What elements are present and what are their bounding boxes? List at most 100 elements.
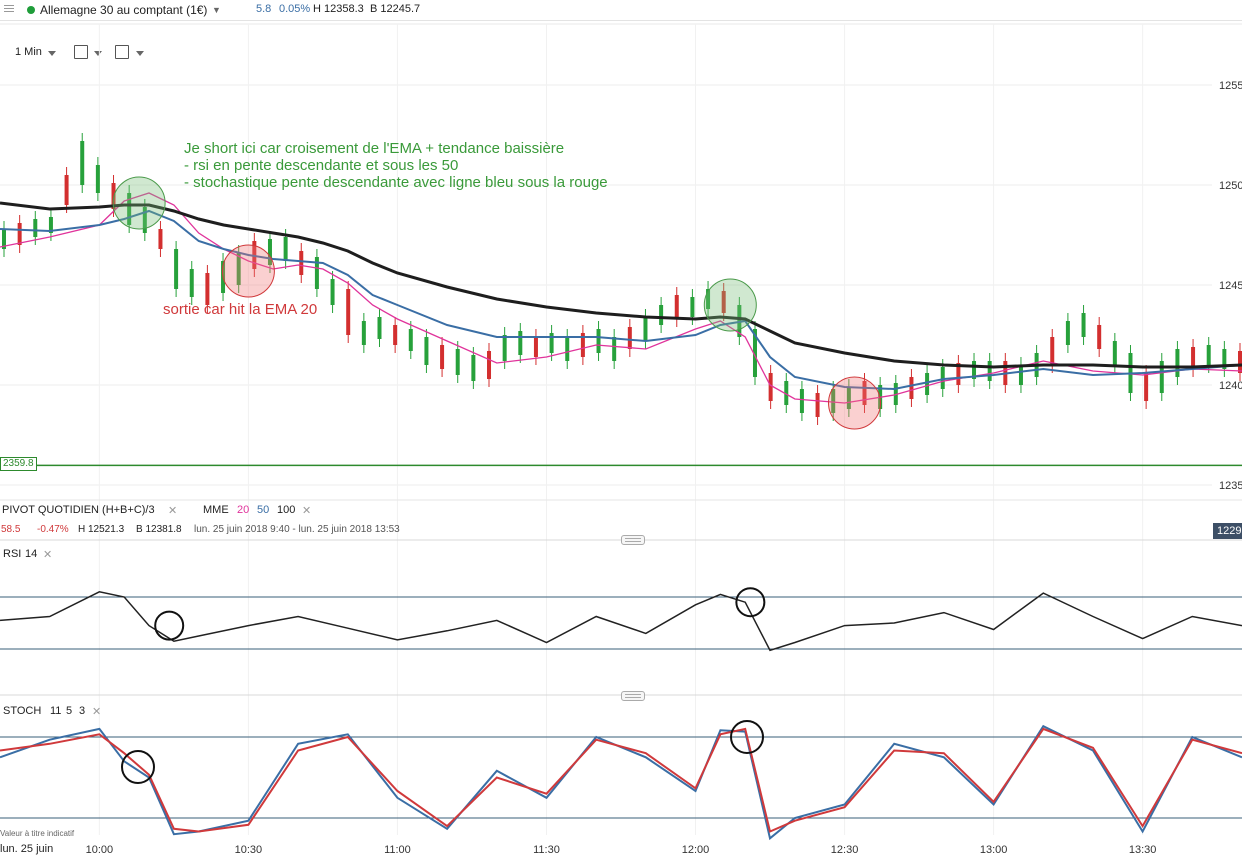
mme-50-label: 50: [257, 504, 270, 516]
candle-body: [831, 389, 836, 413]
candle-body: [1175, 349, 1180, 377]
exit-annotation: sortie car hit la EMA 20: [163, 301, 318, 318]
candle-body: [940, 367, 945, 389]
mme-close-icon[interactable]: ✕: [302, 505, 312, 517]
candle-body: [267, 239, 272, 265]
menu-icon[interactable]: [4, 3, 14, 13]
rsi-close-icon[interactable]: ✕: [43, 549, 53, 561]
price-tick-label: 1250: [1219, 180, 1242, 192]
price-tick-label: 1240: [1219, 380, 1242, 392]
candle-body: [1206, 345, 1211, 365]
panel-resize-handle-2[interactable]: [621, 691, 645, 701]
rsi-highlight-circle: [154, 610, 185, 641]
candle-body: [111, 183, 116, 209]
pivot-label[interactable]: PIVOT QUOTIDIEN (H+B+C)/3: [2, 504, 155, 516]
candle-body: [487, 351, 492, 379]
candle-body: [972, 361, 977, 379]
day-low: B 12245.7: [370, 3, 421, 15]
candle-body: [408, 329, 413, 351]
mme-label[interactable]: MME: [203, 504, 229, 516]
candle-body: [1191, 347, 1196, 369]
disclaimer: Valeur à titre indicatif: [0, 829, 75, 838]
candle-body: [612, 337, 617, 361]
stoch-close-icon[interactable]: ✕: [92, 706, 102, 718]
candle-body: [158, 229, 163, 249]
candlestick-icon[interactable]: [74, 45, 88, 59]
indicators-caret-icon[interactable]: [136, 51, 144, 56]
time-tick-label: 11:30: [533, 844, 560, 855]
pivot-close-icon[interactable]: ✕: [168, 505, 178, 517]
candle-body: [1238, 351, 1242, 373]
summary-row: 58.5 -0.47% H 12521.3 B 12381.8 lun. 25 …: [0, 524, 600, 538]
candle-body: [189, 269, 194, 297]
exit-circle: [827, 376, 881, 430]
day-high: H 12358.3: [313, 3, 364, 15]
candle-body: [815, 393, 820, 417]
stoch-p3: 3: [79, 705, 86, 717]
chart-toolbar: 1 Min: [0, 38, 200, 64]
rsi-legend: RSI 14 ✕: [0, 548, 100, 562]
candle-body: [440, 345, 445, 369]
instrument-dropdown-icon[interactable]: ▼: [212, 5, 221, 15]
candle-body: [862, 381, 867, 405]
candle-body: [1050, 337, 1055, 365]
candle-body: [455, 349, 460, 375]
exit-circle: [221, 244, 275, 298]
rsi-highlight-circle: [735, 587, 766, 618]
indicators-icon[interactable]: [115, 45, 129, 59]
chart-type-caret-icon[interactable]: [94, 51, 102, 56]
price-change-pct: 0.05%: [279, 3, 311, 15]
candle-body: [1159, 361, 1164, 393]
stoch-label[interactable]: STOCH: [3, 705, 42, 717]
candle-body: [674, 295, 679, 319]
summary-last: 58.5: [1, 524, 21, 535]
panel-resize-handle-1[interactable]: [621, 535, 645, 545]
candle-body: [142, 207, 147, 233]
short-entry-circle: [112, 176, 166, 230]
time-tick-label: 12:00: [682, 844, 710, 855]
candle-body: [393, 325, 398, 345]
summary-high: H 12521.3: [78, 524, 125, 535]
candle-body: [690, 297, 695, 317]
summary-pct: -0.47%: [37, 524, 69, 535]
date-label: lun. 25 juin: [0, 843, 54, 855]
candle-body: [925, 373, 930, 395]
stoch-highlight-circle: [121, 750, 155, 784]
stoch-d-line: [0, 727, 1242, 833]
candle-body: [987, 361, 992, 381]
candle-body: [64, 175, 69, 205]
stoch-k-line: [0, 724, 1242, 841]
instrument-title[interactable]: Allemagne 30 au comptant (1€): [40, 3, 208, 17]
indicator-legend: PIVOT QUOTIDIEN (H+B+C)/3 ✕ MME 20 50 10…: [0, 504, 600, 518]
candle-body: [314, 257, 319, 289]
candle-body: [580, 333, 585, 357]
summary-range: lun. 25 juin 2018 9:40 - lun. 25 juin 20…: [194, 524, 400, 535]
summary-low: B 12381.8: [136, 524, 182, 535]
stoch-highlight-circle: [730, 720, 764, 754]
short-annotation-line-1: Je short ici car croisement de l'EMA + t…: [184, 140, 565, 157]
candle-body: [846, 387, 851, 409]
candle-body: [80, 141, 85, 185]
stoch-p2: 5: [66, 705, 73, 717]
candle-body: [299, 251, 304, 275]
candle-body: [1097, 325, 1102, 349]
candle-body: [1144, 373, 1149, 401]
candle-body: [377, 317, 382, 339]
time-tick-label: 11:00: [384, 844, 411, 855]
interval-select[interactable]: 1 Min: [15, 46, 42, 58]
price-tick-label: 1255: [1219, 80, 1242, 92]
rsi-label[interactable]: RSI: [3, 548, 22, 560]
candle-body: [502, 335, 507, 361]
short-annotation-line-3: - stochastique pente descendante avec li…: [184, 174, 608, 191]
candle-body: [1065, 321, 1070, 345]
candle-body: [424, 337, 429, 365]
candle-body: [752, 329, 757, 377]
candle-body: [95, 165, 100, 193]
candle-body: [706, 289, 711, 309]
current-price-tag: 1229: [1213, 523, 1242, 539]
candle-body: [956, 363, 961, 385]
interval-caret-icon[interactable]: [48, 51, 56, 56]
market-status-icon: [27, 6, 35, 14]
rsi-period: 14: [25, 548, 38, 560]
